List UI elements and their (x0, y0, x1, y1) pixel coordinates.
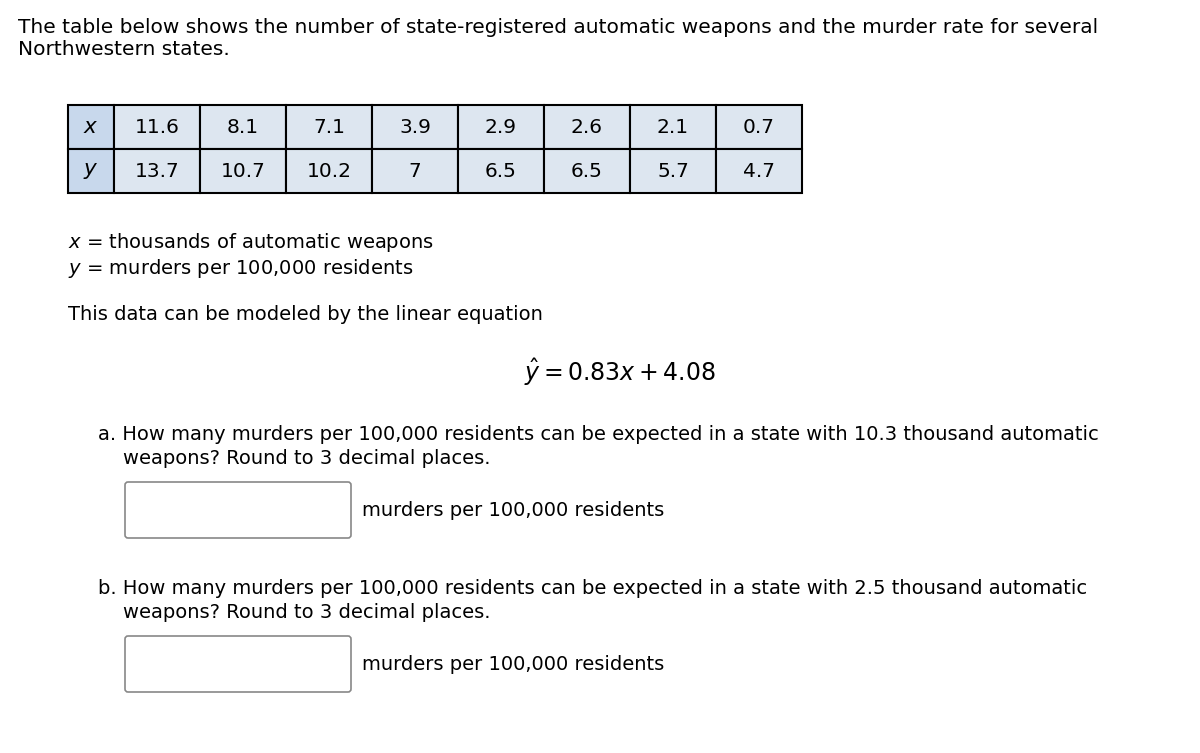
Text: weapons? Round to 3 decimal places.: weapons? Round to 3 decimal places. (98, 449, 491, 468)
FancyBboxPatch shape (458, 149, 544, 193)
FancyBboxPatch shape (630, 149, 716, 193)
Text: The table below shows the number of state-registered automatic weapons and the m: The table below shows the number of stat… (18, 18, 1098, 37)
Text: $y$ = murders per 100,000 residents: $y$ = murders per 100,000 residents (68, 257, 414, 280)
Text: 3.9: 3.9 (400, 117, 431, 136)
FancyBboxPatch shape (200, 105, 286, 149)
Text: 10.7: 10.7 (221, 161, 265, 181)
Text: 8.1: 8.1 (227, 117, 259, 136)
FancyBboxPatch shape (372, 105, 458, 149)
FancyBboxPatch shape (544, 105, 630, 149)
Text: $y$: $y$ (83, 161, 98, 181)
Text: Northwestern states.: Northwestern states. (18, 40, 229, 59)
Text: 11.6: 11.6 (134, 117, 180, 136)
Text: weapons? Round to 3 decimal places.: weapons? Round to 3 decimal places. (98, 603, 491, 622)
FancyBboxPatch shape (630, 105, 716, 149)
FancyBboxPatch shape (200, 149, 286, 193)
FancyBboxPatch shape (458, 105, 544, 149)
Text: This data can be modeled by the linear equation: This data can be modeled by the linear e… (68, 305, 542, 324)
Text: murders per 100,000 residents: murders per 100,000 residents (362, 654, 665, 673)
FancyBboxPatch shape (125, 636, 352, 692)
Text: $x$ = thousands of automatic weapons: $x$ = thousands of automatic weapons (68, 231, 434, 254)
Text: 4.7: 4.7 (743, 161, 775, 181)
FancyBboxPatch shape (716, 105, 802, 149)
FancyBboxPatch shape (68, 149, 114, 193)
Text: 13.7: 13.7 (134, 161, 179, 181)
Text: $x$: $x$ (83, 117, 98, 137)
FancyBboxPatch shape (286, 105, 372, 149)
FancyBboxPatch shape (716, 149, 802, 193)
Text: b. How many murders per 100,000 residents can be expected in a state with 2.5 th: b. How many murders per 100,000 resident… (98, 579, 1087, 598)
FancyBboxPatch shape (114, 105, 200, 149)
Text: 0.7: 0.7 (743, 117, 775, 136)
FancyBboxPatch shape (114, 149, 200, 193)
Text: 7: 7 (409, 161, 421, 181)
FancyBboxPatch shape (125, 482, 352, 538)
Text: 6.5: 6.5 (485, 161, 517, 181)
FancyBboxPatch shape (372, 149, 458, 193)
Text: 10.2: 10.2 (306, 161, 352, 181)
Text: 2.6: 2.6 (571, 117, 604, 136)
Text: 2.1: 2.1 (656, 117, 689, 136)
Text: $\hat{y} = 0.83x + 4.08$: $\hat{y} = 0.83x + 4.08$ (524, 357, 716, 389)
Text: 5.7: 5.7 (658, 161, 689, 181)
FancyBboxPatch shape (68, 105, 114, 149)
Text: 6.5: 6.5 (571, 161, 602, 181)
Text: 7.1: 7.1 (313, 117, 346, 136)
Text: murders per 100,000 residents: murders per 100,000 residents (362, 501, 665, 520)
FancyBboxPatch shape (544, 149, 630, 193)
FancyBboxPatch shape (286, 149, 372, 193)
Text: a. How many murders per 100,000 residents can be expected in a state with 10.3 t: a. How many murders per 100,000 resident… (98, 425, 1099, 444)
Text: 2.9: 2.9 (485, 117, 517, 136)
